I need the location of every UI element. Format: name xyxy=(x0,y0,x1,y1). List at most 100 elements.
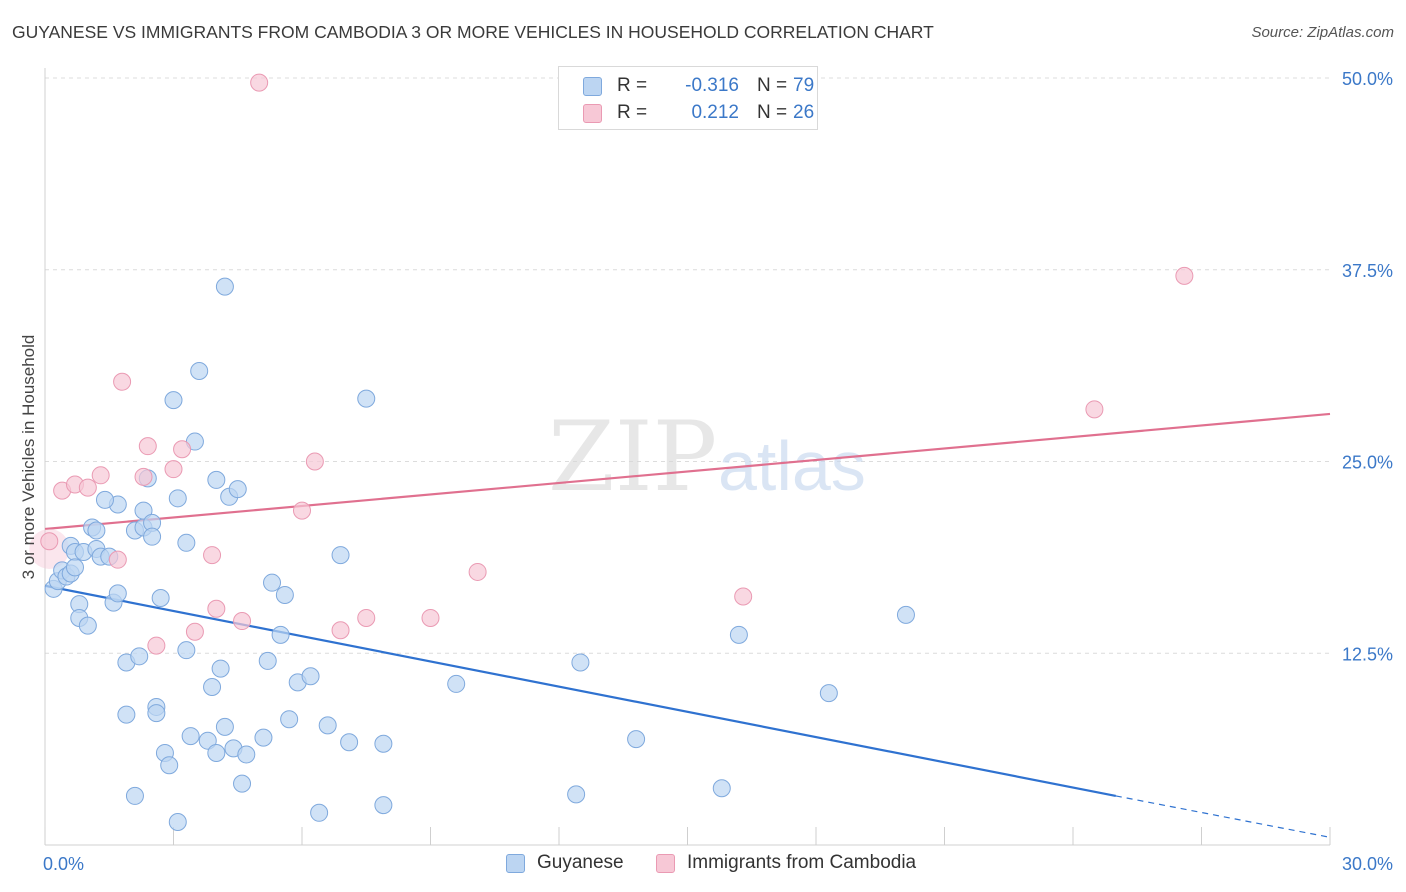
data-point-guyanese xyxy=(190,361,209,380)
data-point-guyanese xyxy=(143,527,162,546)
data-point-guyanese xyxy=(87,521,106,540)
data-point-cambodia xyxy=(293,501,311,520)
chart-title: GUYANESE VS IMMIGRANTS FROM CAMBODIA 3 O… xyxy=(12,22,934,42)
trend-line-guyanese xyxy=(44,584,1117,797)
data-point-guyanese xyxy=(211,659,230,678)
data-point-cambodia xyxy=(233,612,252,631)
data-point-guyanese xyxy=(374,796,393,815)
data-point-guyanese xyxy=(447,674,466,693)
data-point-guyanese xyxy=(65,558,84,577)
data-points xyxy=(29,73,1194,831)
data-point-guyanese xyxy=(896,605,915,624)
y-axis-label: 3 or more Vehicles in Household xyxy=(19,335,38,580)
legend-swatch-cambodia xyxy=(656,854,675,873)
n-value: 79 xyxy=(793,75,815,96)
trend-lines xyxy=(44,412,1331,838)
data-point-guyanese xyxy=(168,489,187,508)
grid-lines xyxy=(45,77,1330,654)
data-point-cambodia xyxy=(305,452,324,471)
data-point-guyanese xyxy=(318,716,337,735)
data-point-cambodia xyxy=(734,587,753,606)
n-value: 26 xyxy=(793,102,815,123)
data-point-guyanese xyxy=(130,647,149,666)
data-point-guyanese xyxy=(301,667,320,686)
data-point-guyanese xyxy=(108,584,127,603)
r-label: R = xyxy=(617,75,648,96)
data-point-guyanese xyxy=(177,533,196,552)
legend-swatch-guyanese xyxy=(506,854,525,873)
data-point-cambodia xyxy=(185,622,204,641)
data-point-guyanese xyxy=(117,705,136,724)
data-point-guyanese xyxy=(164,391,183,410)
data-point-cambodia xyxy=(78,478,97,497)
data-point-cambodia xyxy=(1085,400,1104,419)
data-point-guyanese xyxy=(203,677,222,696)
data-point-guyanese xyxy=(567,785,586,804)
r-value: 0.212 xyxy=(691,102,739,123)
data-point-cambodia xyxy=(108,550,127,569)
data-point-guyanese xyxy=(340,733,359,752)
data-point-guyanese xyxy=(357,389,376,408)
data-point-guyanese xyxy=(207,743,226,762)
data-point-guyanese xyxy=(237,745,256,764)
data-point-cambodia xyxy=(113,372,132,391)
data-point-guyanese xyxy=(331,546,350,565)
y-tick-label: 37.5% xyxy=(1342,261,1393,281)
trend-line-guyanese-extension xyxy=(1115,795,1331,838)
data-point-cambodia xyxy=(421,608,440,627)
data-point-guyanese xyxy=(819,684,838,703)
axes xyxy=(44,68,1331,846)
data-point-guyanese xyxy=(134,501,153,520)
watermark-zip: ZIP xyxy=(548,401,717,513)
data-point-guyanese xyxy=(729,625,748,644)
y-tick-label: 25.0% xyxy=(1342,453,1393,473)
x-tick-label-min: 0.0% xyxy=(43,854,84,874)
r-label: R = xyxy=(617,102,648,123)
data-point-guyanese xyxy=(215,277,234,296)
data-point-guyanese xyxy=(310,803,329,822)
data-point-guyanese xyxy=(233,774,252,793)
data-point-cambodia xyxy=(164,460,183,479)
legend-label-cambodia: Immigrants from Cambodia xyxy=(687,852,917,873)
data-point-cambodia xyxy=(147,636,166,655)
data-point-guyanese xyxy=(147,704,166,723)
data-point-cambodia xyxy=(207,599,226,618)
data-point-guyanese xyxy=(228,480,247,499)
data-point-guyanese xyxy=(280,710,299,729)
data-point-guyanese xyxy=(275,585,294,604)
data-point-guyanese xyxy=(207,470,226,489)
legend-swatch-cambodia xyxy=(583,104,602,123)
data-point-guyanese xyxy=(151,589,170,608)
data-point-guyanese xyxy=(263,573,282,592)
data-point-guyanese xyxy=(78,616,97,635)
data-point-guyanese xyxy=(258,651,277,670)
correlation-legend: R = -0.316 N = 79 R = 0.212 N = 26 xyxy=(558,66,818,130)
data-point-guyanese xyxy=(95,490,114,509)
source-label: Source: ZipAtlas.com xyxy=(1251,24,1394,41)
data-point-cambodia xyxy=(331,621,350,640)
n-label: N = xyxy=(757,75,788,96)
n-label: N = xyxy=(757,102,788,123)
data-point-cambodia xyxy=(91,466,110,485)
data-point-cambodia xyxy=(468,562,487,581)
tick-labels: 12.5% 25.0% 37.5% 50.0% 0.0% 30.0% xyxy=(43,69,1393,874)
r-value: -0.316 xyxy=(685,75,739,96)
legend-swatch-guyanese xyxy=(583,77,602,96)
data-point-guyanese xyxy=(168,812,187,831)
series-legend: Guyanese Immigrants from Cambodia xyxy=(0,852,1406,878)
data-point-cambodia xyxy=(1175,266,1194,285)
data-point-cambodia xyxy=(173,440,192,459)
data-point-guyanese xyxy=(571,653,590,672)
data-point-guyanese xyxy=(271,625,290,644)
data-point-guyanese xyxy=(177,641,196,660)
y-tick-label: 12.5% xyxy=(1342,644,1393,664)
y-tick-label: 50.0% xyxy=(1342,69,1393,89)
data-point-guyanese xyxy=(712,779,731,798)
data-point-cambodia xyxy=(357,608,376,627)
data-point-guyanese xyxy=(198,731,217,750)
data-point-guyanese xyxy=(215,717,234,736)
data-point-guyanese xyxy=(181,727,200,746)
data-point-cambodia xyxy=(138,437,157,456)
data-point-guyanese xyxy=(125,786,144,805)
